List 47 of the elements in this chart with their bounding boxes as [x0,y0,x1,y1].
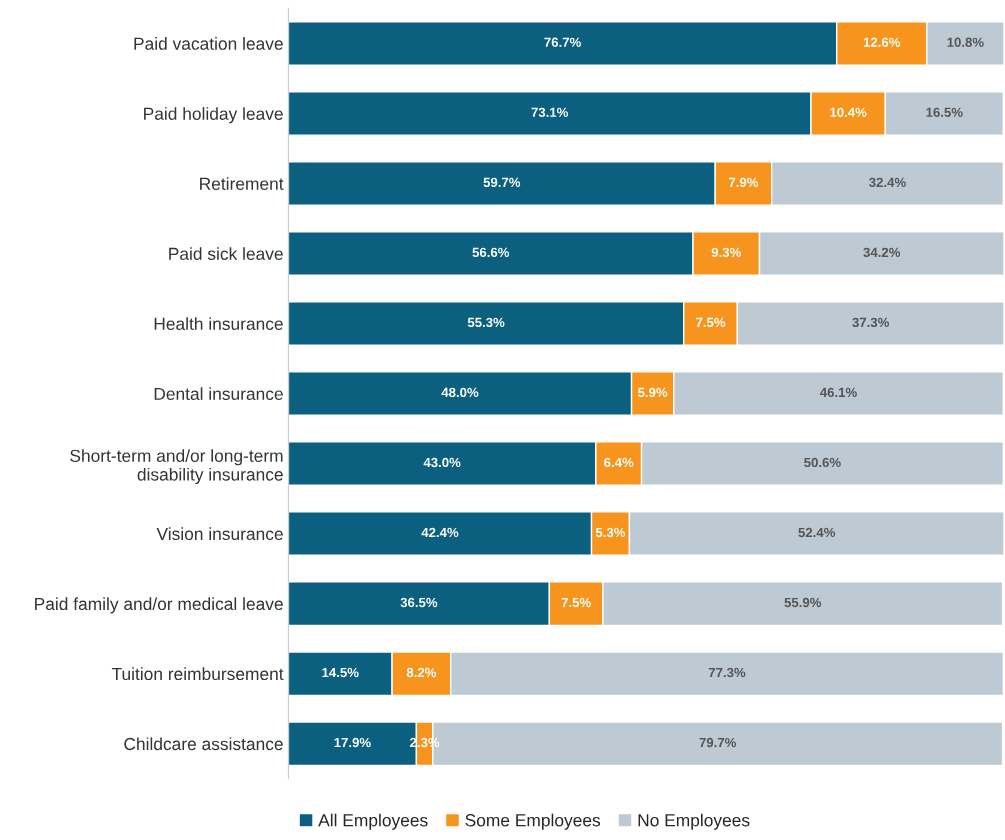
y-tick-label: Childcare assistance [124,737,283,751]
data-label: 16.5% [926,107,963,117]
y-tick-label: Paid holiday leave [144,107,283,124]
data-label: 52.4% [798,527,836,538]
legend-label: No Employees [638,813,750,830]
data-label: 6.4% [604,457,634,468]
data-label: 8.2% [406,667,437,678]
data-label: 9.3% [711,247,741,258]
y-tick-label: Health insurance [154,317,283,330]
data-label: 5.9% [638,387,668,398]
data-label: 56.6% [472,247,510,258]
data-label: 12.6% [863,37,901,47]
data-label: 59.7% [483,177,521,188]
data-label: 7.5% [561,597,591,608]
data-label: 46.1% [820,387,857,398]
data-label: 10.8% [947,37,984,47]
data-label: 77.3% [708,667,746,678]
y-tick-label: Short-term and/or long-term disability insurance [70,449,283,485]
data-label: 2.3% [410,737,440,748]
data-label: 37.3% [852,317,890,328]
y-tick-label: Vision insurance [156,527,283,541]
data-label: 48.0% [441,387,479,398]
y-tick-label: Paid vacation leave [134,37,283,50]
data-label: 7.9% [728,177,759,188]
data-label: 7.5% [696,317,726,328]
data-label: 5.3% [595,527,626,538]
data-label: 14.5% [322,667,359,678]
data-label: 76.7% [544,37,581,47]
data-label: 43.0% [423,457,461,468]
data-label: 17.9% [334,737,371,748]
legend-label: All Employees [318,813,428,830]
y-tick-label: Paid sick leave [169,247,283,260]
data-label: 34.2% [863,247,901,258]
data-label: 10.4% [830,107,867,117]
y-tick-label: Retirement [200,177,284,190]
data-label: 55.3% [467,317,505,328]
data-label: 73.1% [531,107,569,117]
data-label: 36.5% [400,597,438,608]
data-label: 42.4% [421,527,459,538]
data-label: 79.7% [699,737,737,748]
y-tick-label: Dental insurance [154,387,283,400]
data-label: 32.4% [869,177,906,188]
data-label: 55.9% [784,597,822,608]
legend-label: Some Employees [465,813,601,830]
y-tick-label: Tuition reimbursement [111,667,284,681]
data-label: 50.6% [804,457,841,468]
y-tick-label: Paid family and/or medical leave [35,597,283,614]
